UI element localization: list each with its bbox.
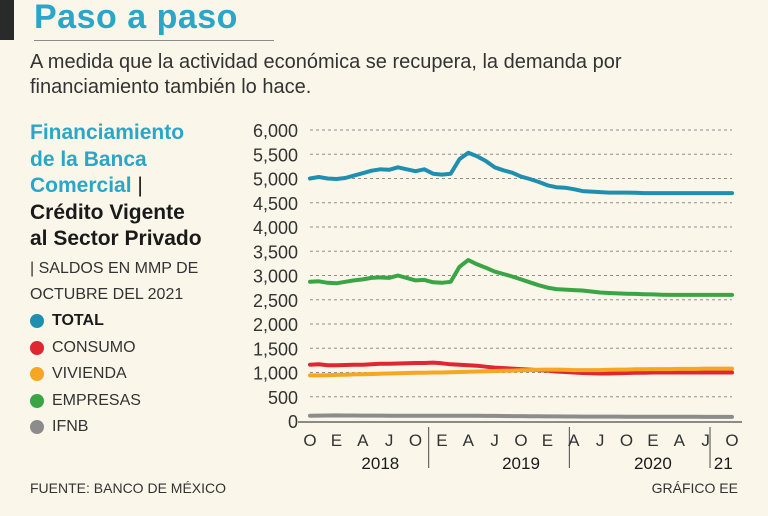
x-month-label: O — [620, 431, 633, 450]
series-line-ifnb — [308, 413, 734, 419]
y-tick-label: 3,500 — [253, 242, 298, 262]
panel-title-line-1: Financiamiento — [30, 121, 185, 144]
panel-title-line-5: al Sector Privado — [30, 227, 202, 250]
legend-swatch-ifnb — [30, 420, 44, 435]
x-month-label: E — [331, 431, 342, 450]
x-month-label: J — [490, 431, 499, 450]
panel-title-line-3: Comercial — [30, 174, 132, 197]
series-line-total — [308, 150, 734, 196]
headline: Paso a paso — [34, 0, 238, 36]
y-tick-label: 4,000 — [253, 218, 298, 238]
units-note: | SALDOS EN MMP DE OCTUBRE DEL 2021 — [30, 256, 230, 308]
x-month-label: E — [542, 431, 553, 450]
headline-accent-bar — [0, 0, 14, 40]
legend-item-consumo: CONSUMO — [30, 335, 141, 362]
subtitle: A medida que la actividad económica se r… — [30, 51, 622, 98]
series-line-vivienda — [308, 366, 734, 378]
panel-title-line-4: Crédito Vigente — [30, 200, 185, 224]
legend-swatch-consumo — [30, 340, 44, 355]
y-tick-label: 1,000 — [253, 364, 298, 384]
legend-swatch-empresas — [30, 393, 44, 408]
x-month-label: A — [568, 431, 580, 450]
x-month-label: J — [596, 431, 605, 450]
series-line-empresas — [308, 258, 734, 297]
x-month-label: A — [674, 431, 686, 450]
legend-item-empresas: EMPRESAS — [30, 388, 141, 415]
panel-title: Financiamiento de la Banca Comercial | C… — [30, 120, 240, 253]
units-line-1: | SALDOS EN MMP DE — [30, 260, 199, 277]
y-tick-label: 4,500 — [253, 194, 298, 214]
y-tick-label: 3,000 — [253, 267, 298, 287]
y-tick-label: 2,500 — [253, 291, 298, 311]
y-tick-label: 0 — [288, 412, 298, 432]
y-tick-label: 1,500 — [253, 339, 298, 359]
panel-title-separator: | — [137, 174, 143, 197]
y-tick-label: 2,000 — [253, 315, 298, 335]
y-tick-label: 5,000 — [253, 170, 298, 190]
legend-label-total: TOTAL — [52, 312, 104, 330]
x-month-label: O — [514, 431, 527, 450]
series-line-consumo — [308, 360, 734, 376]
legend-label-ifnb: IFNB — [52, 418, 89, 436]
x-month-label: E — [647, 431, 658, 450]
x-month-label: O — [303, 431, 316, 450]
x-month-label: A — [463, 431, 475, 450]
panel-title-line-2: de la Banca — [30, 147, 147, 171]
x-year-label: 2018 — [361, 454, 399, 473]
legend-swatch-total — [30, 314, 44, 329]
legend-label-vivienda: VIVIENDA — [52, 365, 127, 383]
legend-label-empresas: EMPRESAS — [52, 391, 141, 409]
x-month-label: O — [725, 431, 738, 450]
legend-label-consumo: CONSUMO — [52, 338, 136, 356]
legend-item-total: TOTAL — [30, 308, 141, 335]
y-tick-label: 5,500 — [253, 145, 298, 165]
legend-swatch-vivienda — [30, 367, 44, 382]
x-year-label: 21 — [714, 454, 733, 473]
source-note: FUENTE: BANCO DE MÉXICO — [30, 480, 227, 496]
legend: TOTAL CONSUMO VIVIENDA EMPRESAS IFNB — [30, 308, 141, 441]
graphic-credit: GRÁFICO EE — [651, 480, 738, 496]
y-tick-label: 500 — [268, 388, 298, 408]
x-month-label: E — [436, 431, 447, 450]
x-month-label: J — [385, 431, 394, 450]
headline-rule — [34, 40, 274, 41]
x-year-label: 2019 — [502, 454, 540, 473]
legend-item-vivienda: VIVIENDA — [30, 361, 141, 388]
x-month-label: A — [357, 431, 369, 450]
legend-item-ifnb: IFNB — [30, 414, 141, 441]
x-month-label: J — [701, 431, 710, 450]
x-year-label: 2020 — [634, 454, 672, 473]
units-line-2: OCTUBRE DEL 2021 — [30, 286, 184, 303]
x-month-label: O — [409, 431, 422, 450]
y-tick-label: 6,000 — [253, 121, 298, 141]
